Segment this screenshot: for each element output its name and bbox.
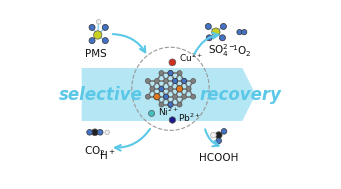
Circle shape bbox=[205, 23, 211, 29]
Text: HCOOH: HCOOH bbox=[199, 153, 238, 163]
Circle shape bbox=[177, 102, 182, 107]
Text: Cu$^{2+}$: Cu$^{2+}$ bbox=[179, 51, 203, 64]
Circle shape bbox=[145, 78, 150, 83]
Circle shape bbox=[163, 94, 168, 99]
Circle shape bbox=[212, 28, 220, 36]
Circle shape bbox=[177, 86, 182, 91]
Circle shape bbox=[89, 38, 95, 44]
Circle shape bbox=[105, 130, 109, 135]
Circle shape bbox=[177, 71, 182, 76]
Circle shape bbox=[221, 129, 227, 134]
Text: Ni$^{2+}$: Ni$^{2+}$ bbox=[158, 105, 179, 118]
Circle shape bbox=[159, 86, 164, 91]
Circle shape bbox=[97, 19, 101, 24]
Circle shape bbox=[154, 94, 160, 100]
Circle shape bbox=[145, 94, 150, 99]
Circle shape bbox=[168, 102, 173, 107]
Circle shape bbox=[241, 29, 247, 35]
Text: PMS: PMS bbox=[85, 49, 107, 59]
Circle shape bbox=[169, 117, 176, 123]
Circle shape bbox=[211, 132, 216, 138]
Circle shape bbox=[149, 110, 154, 116]
Circle shape bbox=[206, 35, 212, 41]
Circle shape bbox=[191, 78, 196, 83]
Circle shape bbox=[173, 78, 178, 83]
Circle shape bbox=[91, 129, 98, 136]
Text: Pb$^{2+}$: Pb$^{2+}$ bbox=[178, 112, 201, 124]
Circle shape bbox=[173, 78, 178, 84]
Circle shape bbox=[93, 31, 102, 39]
Circle shape bbox=[163, 94, 168, 99]
Circle shape bbox=[191, 94, 196, 99]
Circle shape bbox=[186, 86, 191, 91]
Circle shape bbox=[237, 29, 242, 35]
Circle shape bbox=[159, 86, 164, 91]
FancyArrow shape bbox=[82, 68, 255, 121]
Circle shape bbox=[181, 78, 187, 84]
Circle shape bbox=[87, 129, 92, 135]
Circle shape bbox=[89, 24, 95, 30]
Circle shape bbox=[215, 132, 222, 139]
Circle shape bbox=[168, 86, 173, 91]
Text: $^1$O$_2$: $^1$O$_2$ bbox=[232, 43, 251, 59]
Circle shape bbox=[216, 138, 222, 144]
Circle shape bbox=[159, 71, 164, 76]
Circle shape bbox=[169, 59, 176, 66]
Text: SO$_4^{2-}$: SO$_4^{2-}$ bbox=[208, 43, 237, 59]
Circle shape bbox=[159, 102, 164, 107]
Circle shape bbox=[182, 94, 187, 99]
Circle shape bbox=[173, 94, 178, 99]
Circle shape bbox=[220, 35, 225, 41]
Circle shape bbox=[182, 78, 187, 83]
Text: CO$_2$: CO$_2$ bbox=[84, 144, 106, 158]
Circle shape bbox=[102, 38, 108, 44]
Circle shape bbox=[168, 71, 173, 76]
Circle shape bbox=[220, 23, 226, 29]
Circle shape bbox=[168, 102, 173, 107]
Text: H$^+$: H$^+$ bbox=[99, 148, 116, 162]
Circle shape bbox=[154, 94, 159, 99]
Circle shape bbox=[168, 70, 173, 76]
Circle shape bbox=[163, 78, 168, 83]
Circle shape bbox=[98, 129, 103, 135]
Circle shape bbox=[154, 78, 159, 83]
Circle shape bbox=[176, 86, 183, 92]
Circle shape bbox=[150, 86, 155, 91]
Text: recovery: recovery bbox=[199, 85, 281, 104]
Text: selective: selective bbox=[59, 85, 143, 104]
Circle shape bbox=[102, 24, 108, 30]
